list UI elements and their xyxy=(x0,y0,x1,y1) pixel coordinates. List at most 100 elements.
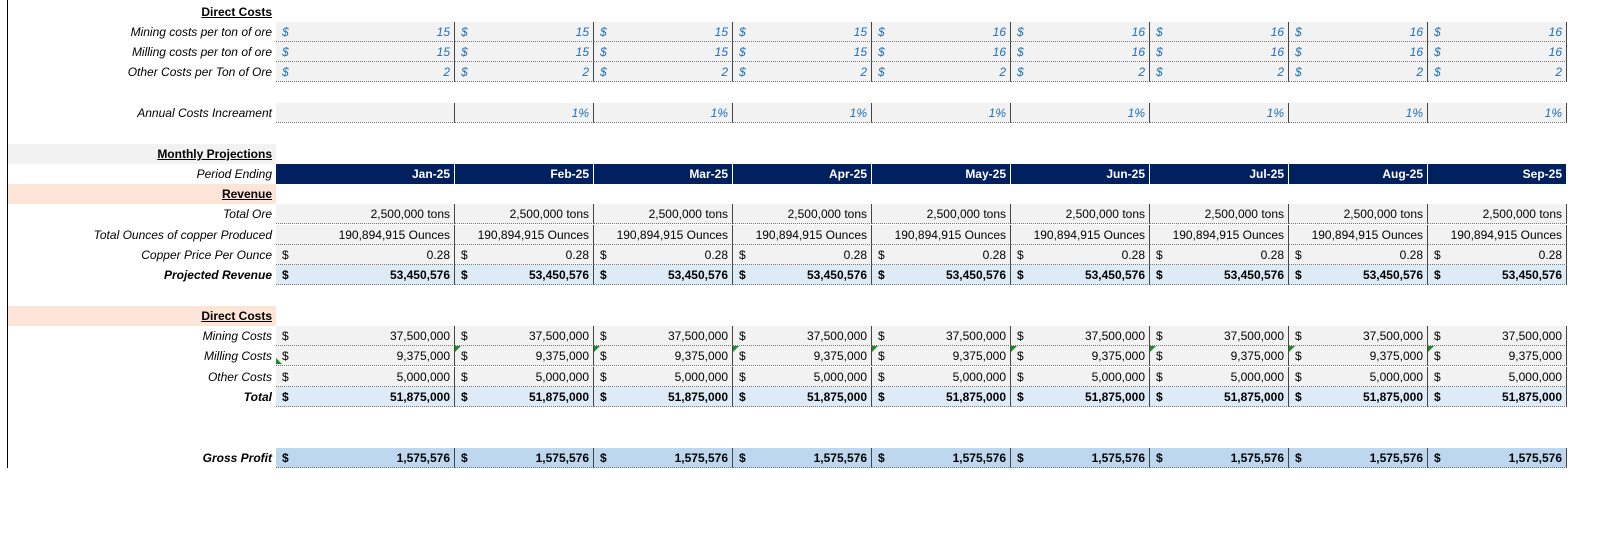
cell-value: 1,575,576 xyxy=(535,451,589,465)
cell: Feb-25 xyxy=(455,164,594,184)
row-label: Milling Costs xyxy=(203,349,272,363)
currency-symbol: $ xyxy=(1295,25,1302,39)
cell-value: 51,875,000 xyxy=(528,390,589,404)
cell: $53,450,576 xyxy=(455,265,594,285)
cell: 190,894,915 Ounces xyxy=(455,225,594,245)
currency-symbol: $ xyxy=(739,268,746,282)
cell: $2 xyxy=(1428,62,1567,82)
cell-value: 1,575,576 xyxy=(1508,451,1562,465)
cell-value: 5,000,000 xyxy=(396,370,450,384)
cell: Sep-25 xyxy=(1428,164,1567,184)
cell: 1% xyxy=(594,103,733,123)
cell-value: 1% xyxy=(710,106,728,120)
currency-symbol: $ xyxy=(282,25,289,39)
currency-symbol: $ xyxy=(739,65,746,79)
currency-symbol: $ xyxy=(739,451,746,465)
cell-value: 37,500,000 xyxy=(1362,329,1423,343)
currency-symbol: $ xyxy=(1017,370,1024,384)
cell: $15 xyxy=(594,22,733,42)
cell-value: 0.28 xyxy=(1260,248,1284,262)
cell: $16 xyxy=(872,42,1011,62)
cell: $16 xyxy=(1428,22,1567,42)
cell-value: 5,000,000 xyxy=(952,370,1006,384)
cell-value: 16 xyxy=(1131,45,1145,59)
cell-value: 9,375,000 xyxy=(952,349,1006,363)
cell: $1,575,576 xyxy=(455,448,594,468)
cell-value: Jul-25 xyxy=(1249,167,1284,181)
cell: Apr-25 xyxy=(733,164,872,184)
currency-symbol: $ xyxy=(461,370,468,384)
cell: $16 xyxy=(872,22,1011,42)
cell-value: 0.28 xyxy=(426,248,450,262)
cell: 1% xyxy=(1011,103,1150,123)
row-label: Projected Revenue xyxy=(163,268,272,282)
currency-symbol: $ xyxy=(878,370,885,384)
currency-symbol: $ xyxy=(878,248,885,262)
currency-symbol: $ xyxy=(461,329,468,343)
cell: $51,875,000 xyxy=(1289,387,1428,407)
currency-symbol: $ xyxy=(739,349,746,363)
cell: $5,000,000 xyxy=(1289,367,1428,387)
cell-value: 5,000,000 xyxy=(1230,370,1284,384)
cell-value: 15 xyxy=(575,45,589,59)
cell: $15 xyxy=(455,22,594,42)
cell: $0.28 xyxy=(1428,245,1567,265)
cell-value: 2,500,000 tons xyxy=(1204,207,1284,221)
currency-symbol: $ xyxy=(1295,349,1302,363)
currency-symbol: $ xyxy=(739,329,746,343)
cell-value: 2,500,000 tons xyxy=(1065,207,1145,221)
currency-symbol: $ xyxy=(1295,451,1302,465)
cell-value: 2 xyxy=(860,65,867,79)
cell-value: 37,500,000 xyxy=(389,329,450,343)
cell: $51,875,000 xyxy=(276,387,455,407)
currency-symbol: $ xyxy=(461,248,468,262)
cell: $51,875,000 xyxy=(872,387,1011,407)
cell: $5,000,000 xyxy=(733,367,872,387)
currency-symbol: $ xyxy=(282,370,289,384)
cell: $0.28 xyxy=(276,245,455,265)
row-label: Total Ounces of copper Produced xyxy=(93,228,272,242)
cell: $37,500,000 xyxy=(276,326,455,346)
cell: $2 xyxy=(455,62,594,82)
currency-symbol: $ xyxy=(878,65,885,79)
cell: $53,450,576 xyxy=(733,265,872,285)
row-label: Monthly Projections xyxy=(8,144,276,164)
currency-symbol: $ xyxy=(1156,370,1163,384)
currency-symbol: $ xyxy=(1017,390,1024,404)
currency-symbol: $ xyxy=(461,390,468,404)
cell-value: 16 xyxy=(1548,25,1562,39)
cell-value: 53,450,576 xyxy=(389,268,450,282)
currency-symbol: $ xyxy=(282,45,289,59)
cell: Jan-25 xyxy=(276,164,455,184)
cell: $16 xyxy=(1289,42,1428,62)
currency-symbol: $ xyxy=(461,349,468,363)
cell: $16 xyxy=(1011,22,1150,42)
cell: $37,500,000 xyxy=(872,326,1011,346)
cell-value: 190,894,915 Ounces xyxy=(894,228,1006,242)
cell: $9,375,000 xyxy=(872,346,1011,366)
cell-value: 0.28 xyxy=(1121,248,1145,262)
cell-value: 16 xyxy=(1409,25,1423,39)
cell-value: 51,875,000 xyxy=(389,390,450,404)
row-label: Copper Price Per Ounce xyxy=(141,248,272,262)
cell-value: 5,000,000 xyxy=(535,370,589,384)
cell-value: 53,450,576 xyxy=(945,268,1006,282)
currency-symbol: $ xyxy=(1434,451,1441,465)
cell: 2,500,000 tons xyxy=(1428,204,1567,224)
cell-value: 1,575,576 xyxy=(952,451,1006,465)
cell: $1,575,576 xyxy=(1150,448,1289,468)
cell-value: 2 xyxy=(1277,65,1284,79)
cell: $2 xyxy=(872,62,1011,82)
row-label: Total Ore xyxy=(223,207,272,221)
cell: $5,000,000 xyxy=(594,367,733,387)
cell-value: 9,375,000 xyxy=(535,349,589,363)
cell-value: Sep-25 xyxy=(1522,167,1562,181)
currency-symbol: $ xyxy=(739,248,746,262)
cell: $0.28 xyxy=(733,245,872,265)
currency-symbol: $ xyxy=(282,248,289,262)
currency-symbol: $ xyxy=(461,268,468,282)
cell-value: 5,000,000 xyxy=(1508,370,1562,384)
cell: $53,450,576 xyxy=(1428,265,1567,285)
currency-symbol: $ xyxy=(282,329,289,343)
cell: $16 xyxy=(1150,42,1289,62)
